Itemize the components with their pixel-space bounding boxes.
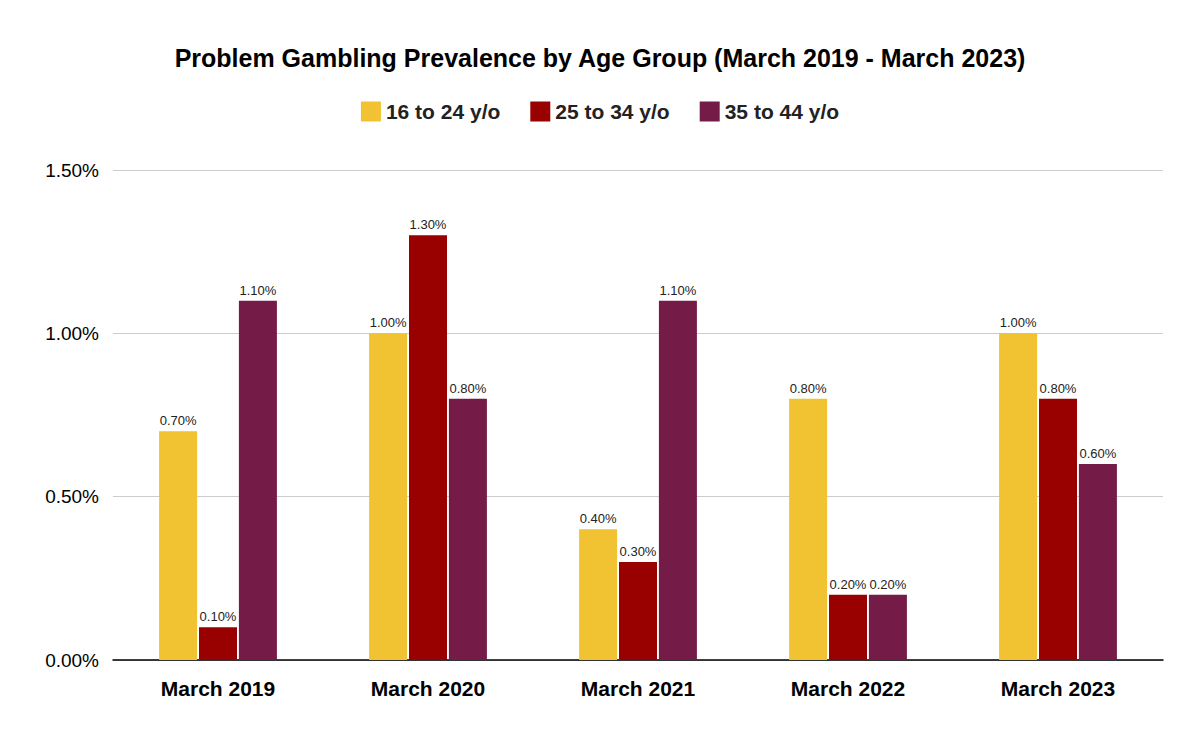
svg-text:0.00%: 0.00%	[45, 650, 99, 671]
svg-text:0.20%: 0.20%	[869, 577, 906, 592]
svg-text:1.10%: 1.10%	[239, 283, 276, 298]
svg-text:March 2021: March 2021	[581, 677, 696, 700]
svg-text:March 2023: March 2023	[1001, 677, 1115, 700]
svg-text:1.30%: 1.30%	[410, 217, 447, 232]
svg-text:35 to 44 y/o: 35 to 44 y/o	[725, 100, 839, 123]
svg-text:March 2022: March 2022	[791, 677, 905, 700]
svg-text:0.80%: 0.80%	[449, 381, 486, 396]
svg-text:1.00%: 1.00%	[370, 315, 407, 330]
svg-text:25 to 34 y/o: 25 to 34 y/o	[555, 100, 669, 123]
svg-text:0.70%: 0.70%	[160, 413, 197, 428]
svg-text:0.50%: 0.50%	[45, 486, 99, 507]
svg-text:March 2020: March 2020	[371, 677, 485, 700]
svg-text:0.80%: 0.80%	[1040, 381, 1077, 396]
svg-text:0.60%: 0.60%	[1079, 446, 1116, 461]
svg-text:1.00%: 1.00%	[1000, 315, 1037, 330]
svg-text:March 2019: March 2019	[161, 677, 275, 700]
svg-text:Problem Gambling Prevalence by: Problem Gambling Prevalence by Age Group…	[175, 44, 1026, 72]
svg-text:1.00%: 1.00%	[45, 323, 99, 344]
svg-text:0.20%: 0.20%	[830, 577, 867, 592]
svg-text:0.80%: 0.80%	[790, 381, 827, 396]
svg-text:1.10%: 1.10%	[659, 283, 696, 298]
svg-text:0.40%: 0.40%	[580, 511, 617, 526]
svg-text:0.10%: 0.10%	[200, 609, 237, 624]
svg-text:1.50%: 1.50%	[45, 160, 99, 181]
svg-text:16 to 24 y/o: 16 to 24 y/o	[386, 100, 500, 123]
svg-text:0.30%: 0.30%	[620, 544, 657, 559]
